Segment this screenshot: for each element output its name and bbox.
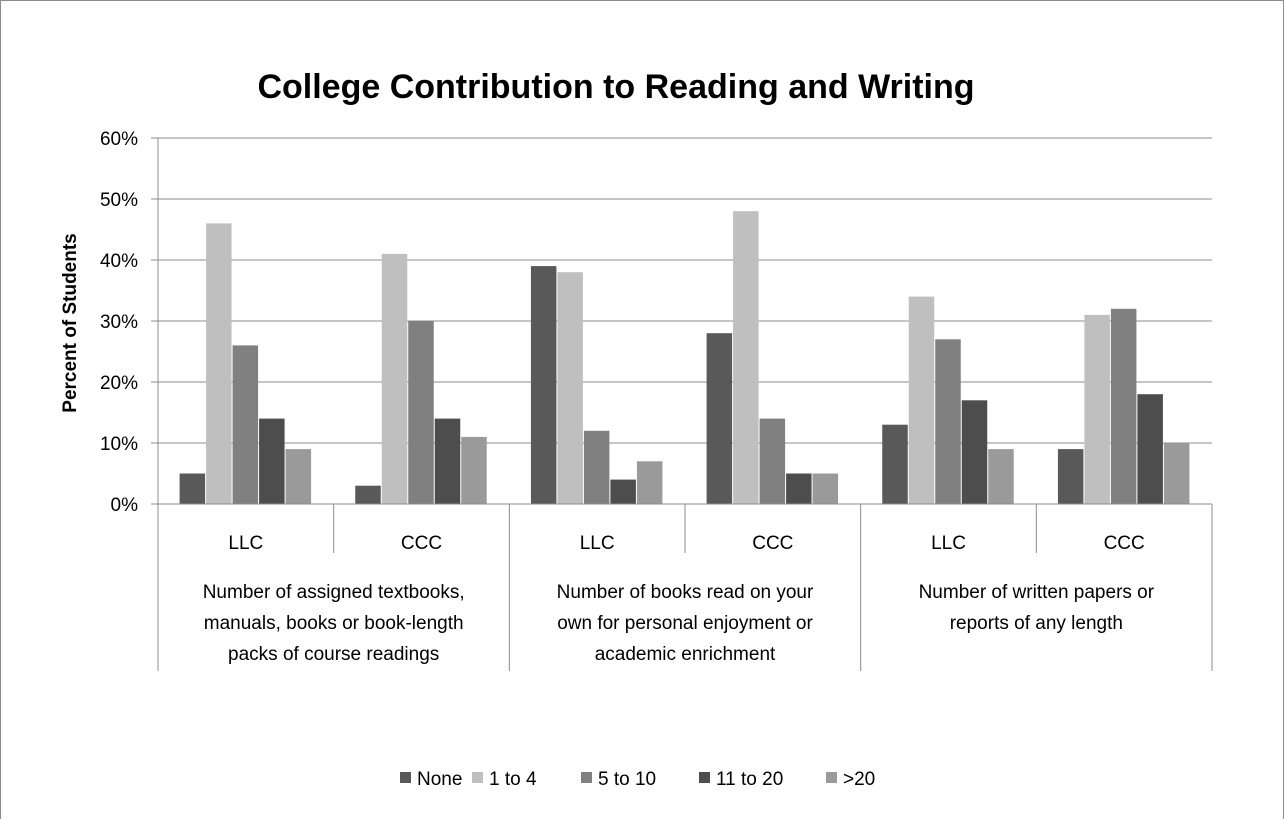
bar xyxy=(908,296,935,504)
axes: 0% 10% 20% 30% 40% 50% 60% LLC CCC LLC CCC LLC CCC Nu… xyxy=(100,129,1213,671)
x-tick-label: LLC xyxy=(580,533,615,554)
y-tick-label: 50% xyxy=(100,190,138,211)
bar xyxy=(232,345,259,504)
bar xyxy=(610,479,636,504)
y-tick-label: 0% xyxy=(111,495,139,516)
bar xyxy=(381,253,408,504)
group-label: manuals, books or book-length xyxy=(204,613,464,634)
chart-title: College Contribution to Reading and Writ… xyxy=(257,68,974,106)
bar xyxy=(759,418,786,504)
bar xyxy=(259,418,285,504)
bar xyxy=(179,473,206,504)
y-tick-label: 30% xyxy=(100,312,138,333)
group-label: own for personal enjoyment or xyxy=(557,613,813,634)
group-label: Number of written papers or xyxy=(919,582,1155,603)
legend-swatch xyxy=(581,772,592,783)
bar xyxy=(1110,308,1137,504)
y-tick-label: 60% xyxy=(100,129,138,150)
gridlines xyxy=(158,137,1212,444)
bar xyxy=(935,339,961,504)
bar xyxy=(636,461,663,504)
bar xyxy=(733,211,759,504)
legend: None 1 to 4 5 to 10 11 to 20 >20 xyxy=(400,769,875,790)
bar xyxy=(882,424,908,504)
legend-label: >20 xyxy=(843,769,875,790)
group-label: academic enrichment xyxy=(595,644,776,665)
legend-swatch xyxy=(472,772,483,783)
bar xyxy=(706,333,733,504)
x-tick-label: CCC xyxy=(401,533,442,554)
group-label: packs of course readings xyxy=(228,644,439,665)
x-tick-label: CCC xyxy=(1104,533,1145,554)
legend-swatch xyxy=(400,772,411,783)
bar xyxy=(1084,314,1110,504)
bar xyxy=(434,418,461,504)
bar xyxy=(1163,443,1190,504)
bar xyxy=(285,449,312,504)
bar xyxy=(812,473,839,504)
legend-label: 11 to 20 xyxy=(716,769,783,790)
bar xyxy=(557,272,583,504)
bar xyxy=(408,321,434,504)
x-tick-label: LLC xyxy=(931,533,966,554)
bar xyxy=(206,223,232,504)
bars xyxy=(179,211,1190,504)
bar xyxy=(786,473,812,504)
bar xyxy=(988,449,1014,504)
bar xyxy=(461,436,487,504)
y-axis-label: Percent of Students xyxy=(60,233,81,412)
legend-swatch xyxy=(826,772,837,783)
x-tick-label: CCC xyxy=(752,533,793,554)
legend-swatch xyxy=(699,772,710,783)
bar xyxy=(1057,449,1084,504)
group-label: Number of books read on your xyxy=(557,582,814,603)
bar xyxy=(1137,394,1163,504)
bar xyxy=(583,430,610,504)
legend-label: 5 to 10 xyxy=(598,769,656,790)
bar xyxy=(355,485,381,504)
y-tick-label: 20% xyxy=(100,373,138,394)
bar xyxy=(530,266,557,504)
x-tick-label: LLC xyxy=(228,533,263,554)
y-tick-label: 10% xyxy=(100,434,138,455)
legend-label: None xyxy=(417,769,462,790)
y-tick-label: 40% xyxy=(100,251,138,272)
bar xyxy=(961,400,988,504)
group-label: Number of assigned textbooks, xyxy=(203,582,465,603)
legend-label: 1 to 4 xyxy=(489,769,537,790)
group-label: reports of any length xyxy=(950,613,1123,634)
